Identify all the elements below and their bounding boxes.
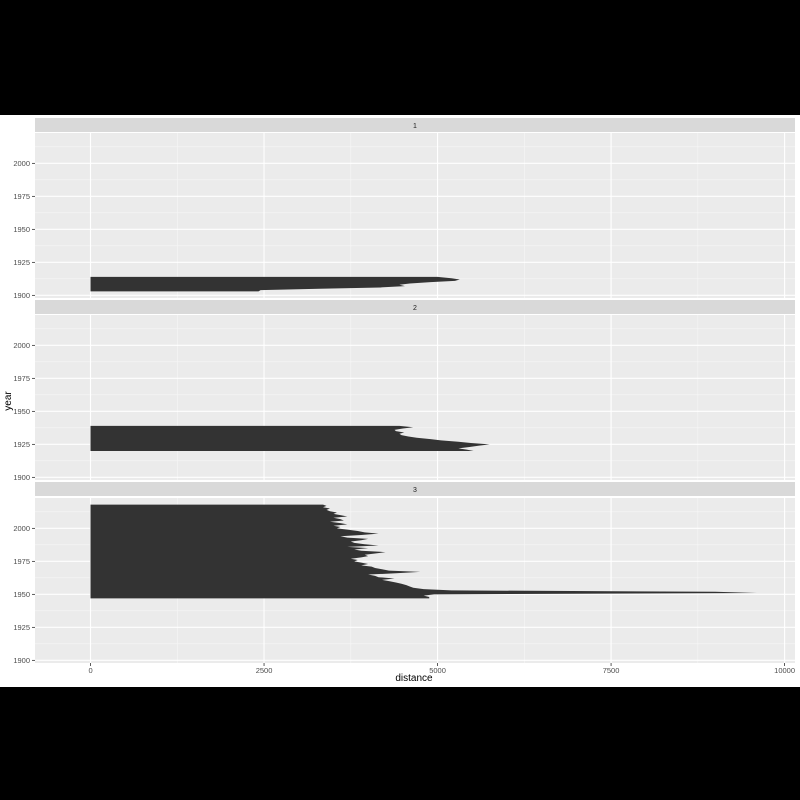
y-tick-label: 1925 <box>13 440 30 449</box>
panel-background <box>35 133 795 298</box>
facet-panel-1: 1 1900 1925 1950 1975 2000 <box>13 118 795 300</box>
y-tick-label: 1925 <box>13 258 30 267</box>
y-tick-label: 1975 <box>13 557 30 566</box>
facet-panel-3: 3 1900 1925 1950 1975 2000 <box>13 482 795 665</box>
y-tick-label: 2000 <box>13 341 30 350</box>
y-tick-label: 1900 <box>13 291 30 300</box>
facet-strip <box>35 300 795 314</box>
x-tick-label: 5000 <box>429 666 446 675</box>
facet-strip <box>35 118 795 132</box>
y-tick-label: 1900 <box>13 473 30 482</box>
top-black-band <box>0 0 800 115</box>
facet-panels: 1 1900 1925 1950 1975 2000 2 1900 1925 1950 1975 20… <box>13 118 795 665</box>
x-tick-label: 2500 <box>256 666 273 675</box>
y-tick-label: 1900 <box>13 656 30 665</box>
facet-strip-label: 2 <box>413 305 417 312</box>
x-axis-title: distance <box>395 673 433 684</box>
y-axis-title: year <box>3 391 14 411</box>
facet-strip-label: 3 <box>413 487 417 494</box>
facet-panel-2: 2 1900 1925 1950 1975 2000 <box>13 300 795 482</box>
x-tick-label: 7500 <box>603 666 620 675</box>
y-tick-label: 1950 <box>13 407 30 416</box>
y-tick-label: 2000 <box>13 524 30 533</box>
x-tick-label: 0 <box>88 666 92 675</box>
facet-strip-label: 1 <box>413 123 417 130</box>
y-tick-label: 1925 <box>13 623 30 632</box>
y-tick-label: 2000 <box>13 159 30 168</box>
facet-strip <box>35 482 795 496</box>
bottom-black-band <box>0 687 800 800</box>
y-tick-label: 1950 <box>13 590 30 599</box>
y-tick-label: 1975 <box>13 192 30 201</box>
panel-background <box>35 315 795 480</box>
y-tick-label: 1975 <box>13 374 30 383</box>
area-series-panel-2 <box>90 425 490 451</box>
x-tick-label: 10000 <box>774 666 795 675</box>
area-series-panel-1 <box>90 276 460 292</box>
y-tick-label: 1950 <box>13 225 30 234</box>
area-series-panel-3 <box>90 504 757 599</box>
x-axis: 0 2500 5000 7500 10000 <box>88 663 795 675</box>
